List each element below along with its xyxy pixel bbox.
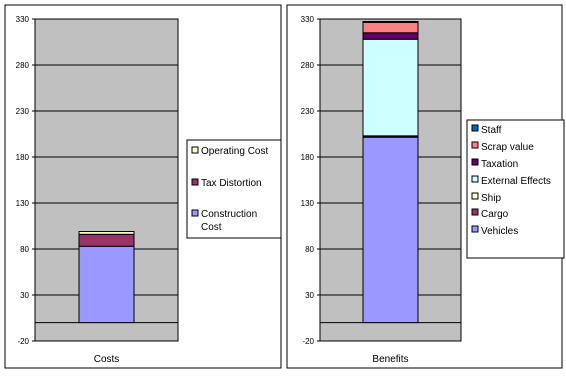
- costs-chart: -20 30 80 130 180 230 280 330 Costs Operating Cos…: [4, 4, 282, 369]
- y-tick-label: 180: [16, 153, 30, 162]
- legend-swatch: [191, 146, 199, 154]
- y-tick-label: 230: [16, 107, 30, 116]
- y-tick-label: 30: [305, 291, 314, 300]
- bar-segment-external-effects: [362, 38, 419, 137]
- y-tick-label: 330: [16, 15, 30, 24]
- legend-box: [466, 119, 565, 259]
- bar-segment-scrap-value: [362, 21, 419, 34]
- legend-label: Tax Distortion: [201, 178, 262, 189]
- category-label: Costs: [94, 354, 120, 365]
- legend-label: Cargo: [481, 209, 509, 220]
- legend-swatch: [471, 175, 479, 183]
- y-tick-label: 180: [301, 153, 315, 162]
- legend-label: Ship: [481, 193, 501, 204]
- y-tick-label: 230: [301, 107, 315, 116]
- legend-label: Operating Cost: [201, 146, 268, 157]
- y-tick-label: 130: [16, 199, 30, 208]
- benefits-chart: -20 30 80 130 180 230 280 330 Benefits Staff Scrap…: [286, 4, 565, 369]
- y-tick-label: 30: [20, 291, 29, 300]
- y-tick-label: 330: [301, 15, 315, 24]
- legend-swatch: [471, 225, 479, 233]
- legend-swatch: [471, 158, 479, 166]
- legend-swatch: [471, 208, 479, 216]
- legend-label: Scrap value: [481, 142, 534, 153]
- legend-label: Vehicles: [481, 226, 518, 237]
- legend-label: Construction Cost: [201, 209, 257, 233]
- y-tick-label: 130: [301, 199, 315, 208]
- legend-swatch: [191, 178, 199, 186]
- y-tick-label: 80: [305, 245, 314, 254]
- legend-box: [186, 139, 282, 239]
- bar-segment-construction-cost: [78, 245, 135, 324]
- legend-swatch: [191, 209, 199, 217]
- y-tick-label: -20: [17, 337, 29, 346]
- legend-swatch: [471, 192, 479, 200]
- bar-segment-tax-distortion: [78, 233, 135, 247]
- y-tick-label: 280: [16, 61, 30, 70]
- y-tick-label: 80: [20, 245, 29, 254]
- bar-segment-operating-cost: [78, 231, 135, 235]
- legend-swatch: [471, 124, 479, 132]
- bar-segment-staff: [362, 20, 419, 23]
- legend-label: External Effects: [481, 176, 551, 187]
- bar-segment-taxation: [362, 32, 419, 40]
- y-tick-label: -20: [302, 337, 314, 346]
- legend-label: Staff: [481, 125, 502, 136]
- legend-swatch: [471, 141, 479, 149]
- category-label: Benefits: [372, 354, 408, 365]
- bar-segment-vehicles: [362, 136, 419, 324]
- legend-label: Taxation: [481, 159, 518, 170]
- y-tick-label: 280: [301, 61, 315, 70]
